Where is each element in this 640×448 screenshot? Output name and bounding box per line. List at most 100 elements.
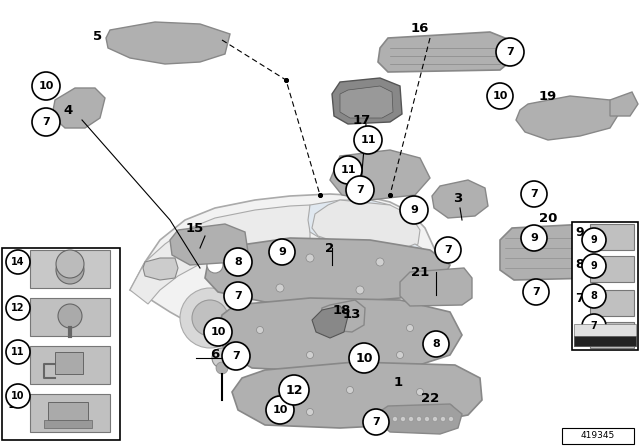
Text: 6: 6 — [211, 349, 220, 362]
Circle shape — [180, 288, 240, 348]
Polygon shape — [320, 300, 365, 332]
Text: 18: 18 — [333, 303, 351, 316]
Text: 7: 7 — [234, 291, 242, 301]
Circle shape — [340, 290, 400, 350]
Circle shape — [582, 254, 606, 278]
Text: 16: 16 — [411, 22, 429, 34]
Bar — [590, 322, 634, 348]
Text: 10: 10 — [12, 391, 25, 401]
Text: 11: 11 — [12, 347, 25, 357]
Polygon shape — [332, 78, 402, 124]
Bar — [562, 428, 634, 444]
Polygon shape — [516, 96, 620, 140]
Circle shape — [307, 352, 314, 358]
Bar — [30, 394, 110, 432]
Polygon shape — [432, 180, 488, 218]
Circle shape — [523, 279, 549, 305]
Circle shape — [433, 417, 438, 422]
Text: 10: 10 — [355, 352, 372, 365]
Bar — [30, 346, 110, 384]
Circle shape — [56, 256, 84, 284]
Polygon shape — [52, 88, 105, 128]
Bar — [2, 248, 120, 440]
Circle shape — [6, 340, 30, 364]
Bar — [30, 298, 110, 336]
Bar — [590, 256, 634, 282]
Text: 7: 7 — [444, 245, 452, 255]
Polygon shape — [330, 150, 430, 200]
Polygon shape — [378, 32, 512, 72]
Bar — [574, 324, 636, 346]
Circle shape — [58, 304, 82, 328]
Text: 10: 10 — [38, 81, 54, 91]
Text: 13: 13 — [343, 307, 361, 320]
Circle shape — [449, 417, 454, 422]
Circle shape — [435, 237, 461, 263]
Text: 8: 8 — [432, 339, 440, 349]
Circle shape — [521, 181, 547, 207]
Polygon shape — [130, 194, 435, 340]
Circle shape — [224, 282, 252, 310]
Circle shape — [363, 409, 389, 435]
Circle shape — [212, 348, 232, 368]
Text: 20: 20 — [539, 211, 557, 224]
Polygon shape — [312, 200, 420, 252]
Circle shape — [224, 248, 252, 276]
Circle shape — [6, 384, 30, 408]
Circle shape — [397, 352, 403, 358]
Circle shape — [582, 228, 606, 252]
Bar — [48, 402, 88, 420]
Circle shape — [392, 417, 397, 422]
Bar — [574, 336, 636, 346]
Circle shape — [352, 302, 388, 338]
Circle shape — [346, 387, 353, 393]
Circle shape — [582, 284, 606, 308]
Circle shape — [32, 72, 60, 100]
Polygon shape — [340, 86, 393, 118]
Text: 3: 3 — [453, 191, 463, 204]
Circle shape — [582, 314, 606, 338]
Polygon shape — [610, 92, 638, 116]
Text: 11: 11 — [8, 349, 26, 362]
Bar — [590, 290, 634, 316]
Circle shape — [306, 254, 314, 262]
Bar — [590, 224, 634, 250]
Polygon shape — [143, 258, 178, 280]
Polygon shape — [500, 224, 606, 280]
Text: 7: 7 — [372, 417, 380, 427]
Circle shape — [346, 176, 374, 204]
Circle shape — [216, 362, 228, 374]
Text: 5: 5 — [93, 30, 102, 43]
Polygon shape — [205, 238, 450, 304]
Circle shape — [276, 395, 284, 401]
Circle shape — [401, 417, 406, 422]
Text: 21: 21 — [411, 266, 429, 279]
Polygon shape — [106, 22, 230, 64]
Text: 419345: 419345 — [581, 431, 615, 440]
Bar — [572, 222, 638, 350]
Text: 7: 7 — [530, 189, 538, 199]
Circle shape — [417, 417, 422, 422]
Circle shape — [56, 250, 84, 278]
Circle shape — [6, 250, 30, 274]
Circle shape — [423, 331, 449, 357]
Text: 10: 10 — [492, 91, 508, 101]
Circle shape — [279, 375, 309, 405]
Text: 9: 9 — [575, 225, 584, 238]
Polygon shape — [400, 268, 472, 306]
Polygon shape — [308, 200, 400, 240]
Circle shape — [487, 83, 513, 109]
Circle shape — [307, 409, 314, 415]
Text: 7: 7 — [532, 287, 540, 297]
Circle shape — [408, 417, 413, 422]
Text: 8: 8 — [575, 258, 584, 271]
Text: 10: 10 — [8, 397, 26, 410]
Text: 9: 9 — [591, 235, 597, 245]
Circle shape — [424, 417, 429, 422]
Circle shape — [236, 266, 244, 274]
Text: 9: 9 — [591, 261, 597, 271]
Text: 12: 12 — [285, 383, 303, 396]
Circle shape — [447, 405, 454, 412]
Text: 9: 9 — [278, 247, 286, 257]
Polygon shape — [378, 404, 462, 434]
